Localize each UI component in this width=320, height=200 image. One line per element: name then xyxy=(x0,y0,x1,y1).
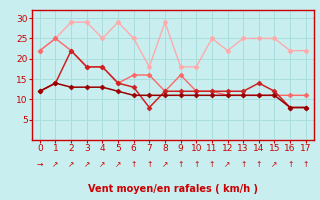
Text: ↑: ↑ xyxy=(287,160,293,169)
Text: ↗: ↗ xyxy=(84,160,90,169)
Text: ↗: ↗ xyxy=(68,160,74,169)
Text: ↑: ↑ xyxy=(193,160,199,169)
Text: ↗: ↗ xyxy=(115,160,121,169)
Text: ↑: ↑ xyxy=(240,160,246,169)
Text: Vent moyen/en rafales ( km/h ): Vent moyen/en rafales ( km/h ) xyxy=(88,184,258,194)
Text: ↗: ↗ xyxy=(162,160,168,169)
Text: ↗: ↗ xyxy=(52,160,59,169)
Text: ↑: ↑ xyxy=(256,160,262,169)
Text: ↑: ↑ xyxy=(131,160,137,169)
Text: ↑: ↑ xyxy=(303,160,309,169)
Text: ↑: ↑ xyxy=(209,160,215,169)
Text: ↗: ↗ xyxy=(99,160,106,169)
Text: ↗: ↗ xyxy=(271,160,278,169)
Text: ↑: ↑ xyxy=(177,160,184,169)
Text: →: → xyxy=(36,160,43,169)
Text: ↑: ↑ xyxy=(146,160,153,169)
Text: ↗: ↗ xyxy=(224,160,231,169)
